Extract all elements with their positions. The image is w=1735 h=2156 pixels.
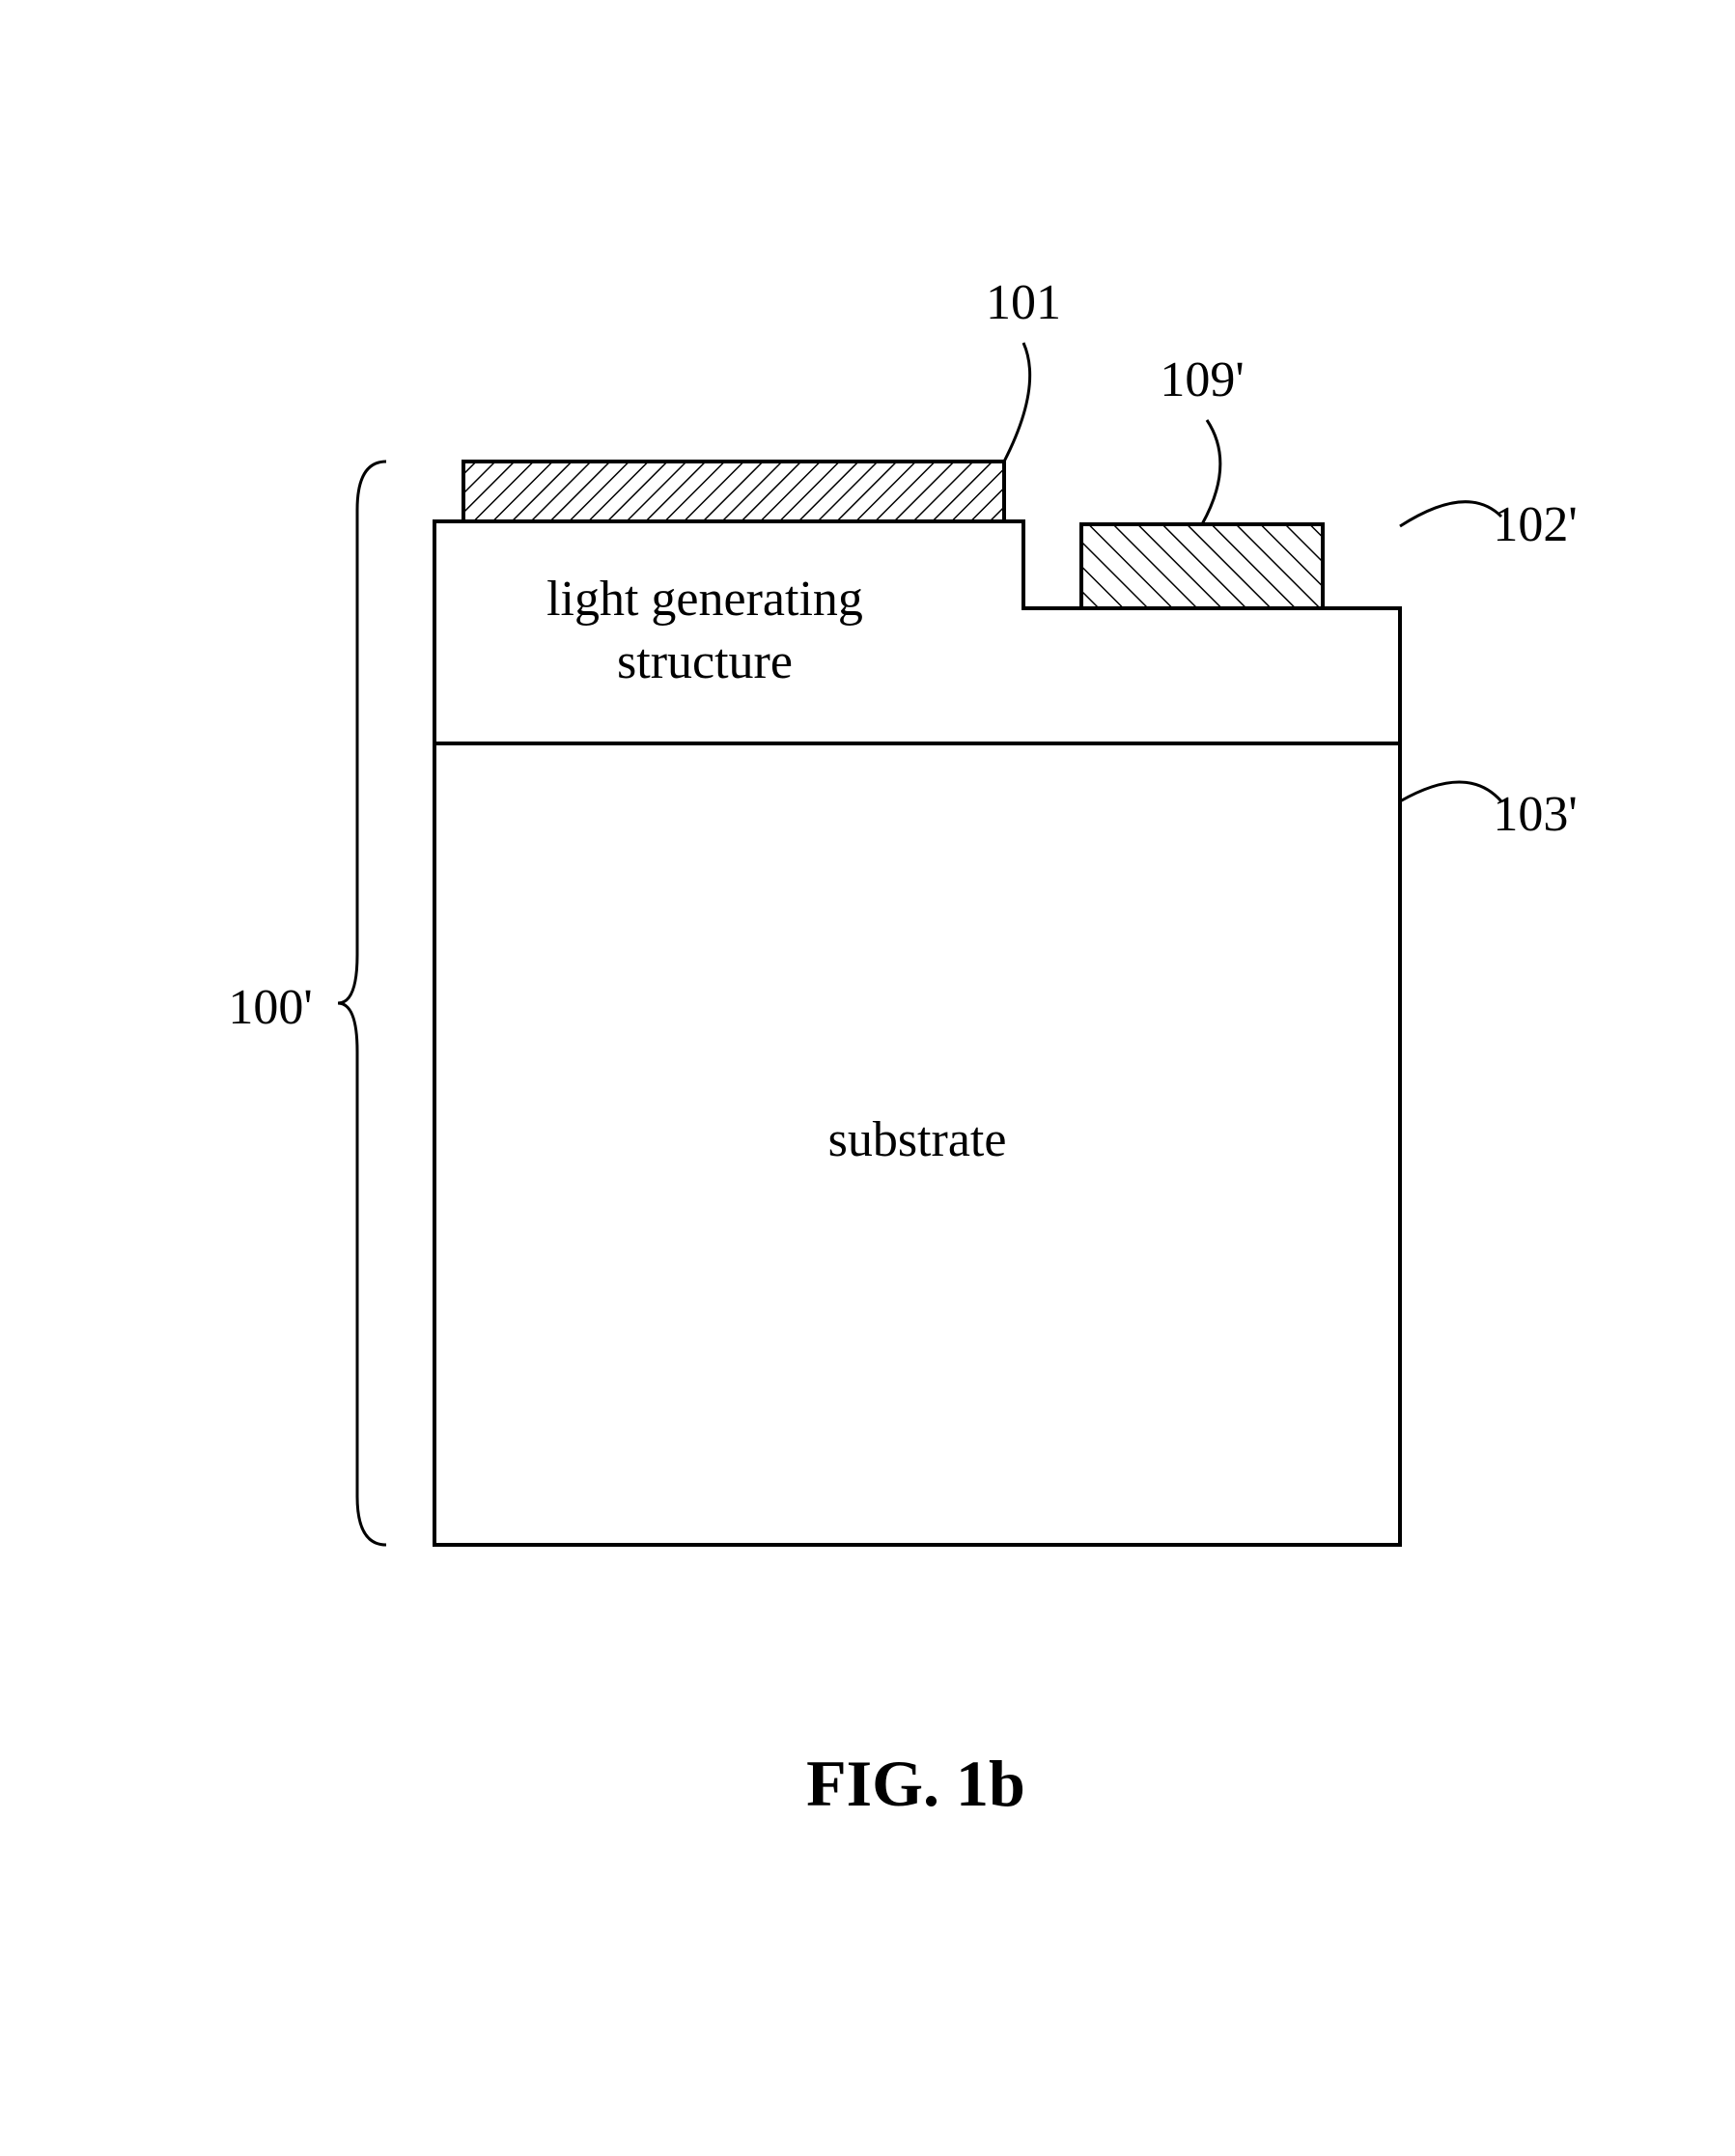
electrode-top — [463, 462, 1004, 521]
assembly-ref: 100' — [228, 980, 312, 1035]
light-struct-label-1: light generating — [546, 572, 863, 627]
substrate-label: substrate — [828, 1112, 1007, 1167]
light-struct-ref: 102' — [1493, 497, 1577, 552]
electrode-side-ref: 109' — [1160, 352, 1244, 407]
figure-caption: FIG. 1b — [806, 1747, 1025, 1820]
substrate-ref: 103' — [1493, 787, 1577, 842]
electrode-top-ref: 101 — [986, 275, 1061, 330]
light-struct-label-2: structure — [617, 634, 793, 689]
electrode-side — [1081, 524, 1323, 608]
